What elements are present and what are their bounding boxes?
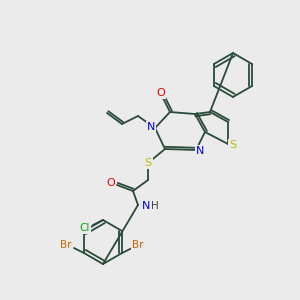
Text: S: S: [230, 140, 237, 150]
Text: N: N: [196, 146, 204, 156]
Text: Cl: Cl: [80, 223, 90, 233]
Text: O: O: [157, 88, 165, 98]
Text: Br: Br: [132, 240, 144, 250]
Text: O: O: [106, 178, 116, 188]
Text: N: N: [147, 122, 155, 132]
Text: S: S: [144, 158, 152, 168]
Text: H: H: [151, 201, 159, 211]
Text: Br: Br: [60, 240, 72, 250]
Text: N: N: [142, 201, 150, 211]
